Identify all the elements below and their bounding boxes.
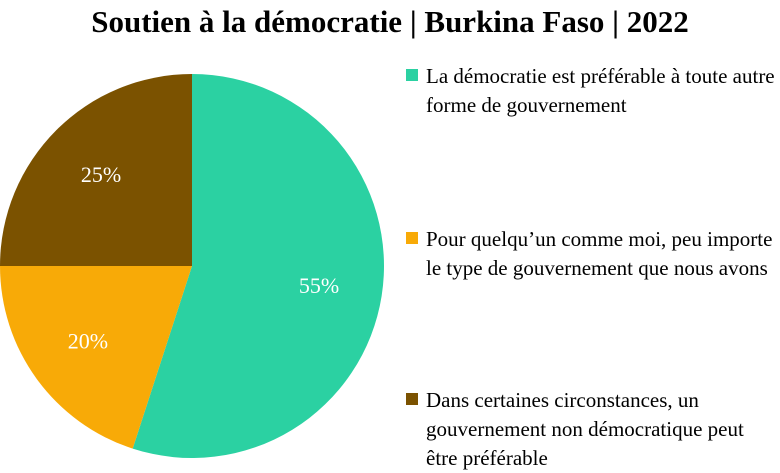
legend-swatch [406,393,418,405]
legend-swatch [406,232,418,244]
slice-value-label: 25% [81,162,121,187]
pie-slice-1 [0,266,192,449]
slice-value-label: 55% [299,273,339,298]
legend-label: Pour quelqu’un comme moi, peu importe le… [426,227,773,280]
legend-label: Dans certaines circonstances, un gouvern… [426,388,744,470]
pie-slice-2 [0,74,192,266]
slice-value-label: 20% [68,329,108,354]
legend-label: La démocratie est préférable à toute aut… [426,64,775,117]
pie-slice-0 [132,74,385,458]
legend-swatch [406,69,418,81]
chart-title: Soutien à la démocratie | Burkina Faso |… [91,4,689,39]
